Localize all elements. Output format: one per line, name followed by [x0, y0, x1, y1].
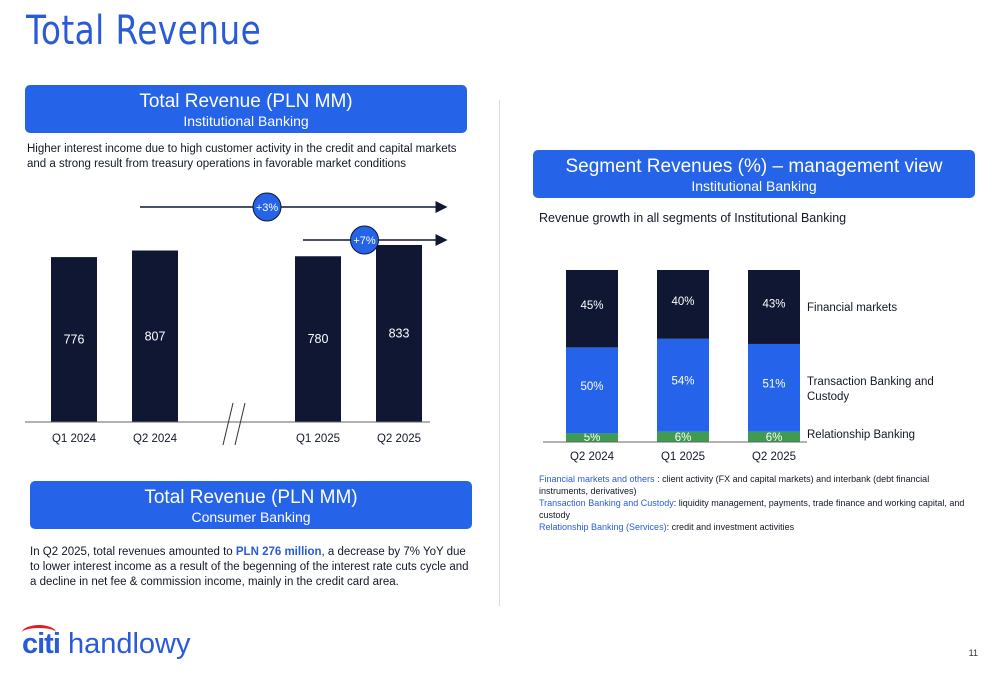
- column-divider: [499, 100, 500, 606]
- revenue-bar-value: 780: [308, 332, 329, 346]
- legend-transaction-banking: Transaction Banking and Custody: [807, 376, 934, 403]
- consumer-header-title: Total Revenue (PLN MM): [144, 487, 358, 508]
- note-relationship-banking: Relationship Banking (Services): credit …: [539, 521, 979, 533]
- revenue-bar-value: 833: [389, 326, 410, 340]
- consumer-text-before: In Q2 2025, total revenues amounted to: [30, 546, 236, 558]
- page-number: 11: [968, 648, 978, 658]
- institutional-header-title: Total Revenue (PLN MM): [139, 91, 353, 112]
- revenue-bar: [51, 257, 97, 422]
- growth-label: +7%: [353, 235, 376, 247]
- segment-value-label: 51%: [762, 378, 785, 390]
- note-text: : client activity (FX and capital market…: [539, 474, 930, 496]
- x-tick-label: Q1 2024: [52, 433, 97, 445]
- segment-value-label: 43%: [762, 298, 785, 310]
- institutional-header-subtitle: Institutional Banking: [183, 113, 309, 129]
- citi-handlowy-logo: citi handlowy: [22, 625, 191, 661]
- segment-value-label: 45%: [580, 300, 603, 312]
- segment-bar: [748, 431, 800, 442]
- x-tick-label: Q1 2025: [296, 433, 340, 445]
- consumer-revenue-header: Total Revenue (PLN MM) Consumer Banking: [30, 481, 472, 529]
- segment-value-label: 5%: [584, 432, 601, 444]
- segment-header-subtitle: Institutional Banking: [691, 178, 817, 194]
- institutional-revenue-header: Total Revenue (PLN MM) Institutional Ban…: [25, 85, 467, 133]
- revenue-bar: [376, 244, 422, 422]
- revenue-bar-value: 776: [64, 333, 85, 347]
- segment-bar: [748, 343, 800, 432]
- x-tick-label: Q2 2024: [133, 433, 178, 445]
- segment-bar: [657, 338, 709, 432]
- consumer-text-after: , a decrease by 7% YoY due to lower inte…: [30, 546, 469, 588]
- segment-x-tick-label: Q1 2025: [661, 451, 705, 463]
- segment-bar: [566, 347, 618, 434]
- revenue-bar: [295, 256, 341, 422]
- axis-break-icon: [222, 402, 246, 446]
- note-key: Relationship Banking (Services): [539, 522, 667, 532]
- x-tick-label: Q2 2025: [377, 433, 421, 445]
- logo-brand: handlowy: [67, 628, 191, 660]
- growth-label: +3%: [256, 202, 279, 214]
- institutional-revenue-chart: 776 Q1 2024 807 Q2 2024 780 Q1 2025 833 Q2 2025…: [25, 192, 448, 446]
- note-key: Transaction Banking and Custody: [539, 498, 674, 508]
- segment-notes: Financial markets and others : client ac…: [539, 473, 979, 533]
- legend-financial-markets: Financial markets: [807, 302, 898, 314]
- segment-bar: [566, 270, 618, 348]
- consumer-header-subtitle: Consumer Banking: [191, 509, 311, 525]
- segment-header-title: Segment Revenues (%) – management view: [565, 156, 943, 177]
- segment-x-tick-label: Q2 2024: [570, 451, 615, 463]
- growth-badge: [350, 225, 379, 255]
- consumer-text-highlight: PLN 276 million: [235, 546, 322, 558]
- note-transaction-banking: Transaction Banking and Custody: liquidi…: [539, 497, 979, 521]
- institutional-description: Higher interest income due to high custo…: [27, 143, 457, 170]
- revenue-bar: [132, 250, 178, 422]
- segment-description: Revenue growth in all segments of Instit…: [539, 211, 847, 225]
- note-financial-markets: Financial markets and others : client ac…: [539, 473, 979, 497]
- citi-arc-icon: [22, 625, 56, 640]
- segment-value-label: 6%: [766, 432, 783, 444]
- segment-revenues-header: Segment Revenues (%) – management view I…: [533, 150, 975, 198]
- note-key: Financial markets and others: [539, 474, 655, 484]
- consumer-description: In Q2 2025, total revenues amounted to P…: [30, 545, 470, 590]
- segment-value-label: 54%: [671, 376, 694, 388]
- segment-bar: [657, 270, 709, 339]
- note-text: : liquidity management, payments, trade …: [539, 498, 965, 520]
- segment-bar: [748, 270, 800, 344]
- segment-bar: [657, 431, 709, 442]
- growth-badge: [252, 192, 282, 222]
- legend-relationship-banking: Relationship Banking: [807, 429, 916, 441]
- page-title: Total Revenue: [26, 8, 262, 54]
- note-text: : credit and investment activities: [666, 522, 795, 532]
- segment-value-label: 40%: [671, 296, 694, 308]
- segment-value-label: 50%: [580, 381, 603, 393]
- segment-value-label: 6%: [675, 432, 692, 444]
- segment-revenues-chart: 5% 50% 45% Q2 2024 6% 54% 40% Q1 2025 6% 51% 43% Q2…: [543, 270, 807, 463]
- revenue-bar-value: 807: [145, 329, 166, 343]
- segment-x-tick-label: Q2 2025: [752, 451, 796, 463]
- segment-bar: [566, 433, 618, 442]
